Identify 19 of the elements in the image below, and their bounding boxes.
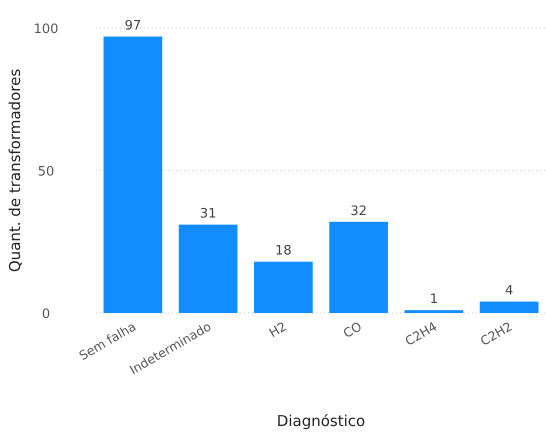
bar	[329, 222, 388, 313]
x-tick-label: H2	[266, 318, 289, 340]
data-label: 4	[504, 284, 514, 299]
data-label: 32	[350, 204, 367, 219]
data-label: 31	[200, 206, 216, 222]
x-axis-title: Diagnóstico	[276, 412, 366, 430]
data-label: 97	[124, 18, 142, 34]
data-label: 1	[430, 292, 438, 308]
y-tick-label: 100	[34, 22, 58, 37]
bar	[178, 224, 238, 313]
bar	[104, 36, 162, 313]
y-tick-label: 0	[42, 307, 50, 322]
bar	[480, 302, 538, 313]
y-axis-title: Quant. de transformadores	[6, 68, 24, 272]
y-tick-label: 50	[38, 164, 54, 180]
bar	[254, 262, 313, 313]
bar	[404, 310, 464, 313]
x-tick-label: CO	[340, 318, 364, 341]
data-label: 18	[275, 244, 292, 259]
